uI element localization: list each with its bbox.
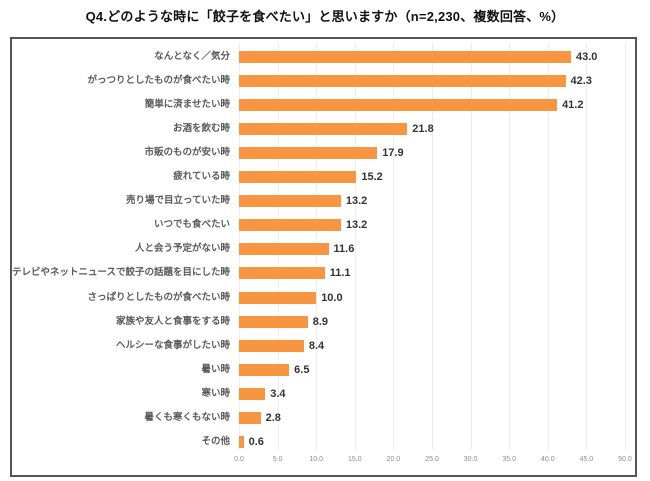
bar — [239, 195, 341, 208]
value-label: 2.8 — [265, 412, 281, 424]
value-label: 21.8 — [412, 122, 434, 135]
bar — [239, 436, 244, 449]
bar — [239, 363, 290, 376]
axis-tick-label: 0.0 — [234, 456, 244, 463]
axis-tick-label: 5.0 — [272, 456, 283, 463]
value-label: 17.9 — [382, 146, 404, 159]
bar — [239, 243, 329, 256]
category-label: 暑くも寒くもない時 — [144, 412, 230, 423]
category-label: がっつりとしたものが食べたい時 — [87, 74, 230, 86]
category-label: 暑い時 — [201, 363, 230, 375]
gridline — [393, 43, 395, 450]
category-label: お酒を飲む時 — [172, 122, 230, 134]
bar — [239, 146, 378, 159]
bar — [239, 315, 308, 328]
value-label: 3.4 — [270, 387, 286, 400]
axis-tick-label: 25.0 — [425, 456, 439, 463]
bar — [239, 267, 325, 280]
category-label: さっぱりとしたものが食べたい時 — [87, 291, 230, 303]
value-label: 13.2 — [345, 219, 368, 232]
value-label: 8.9 — [312, 315, 328, 328]
value-label: 42.3 — [570, 74, 592, 87]
bar — [239, 122, 408, 135]
bar — [239, 412, 261, 424]
category-label: 人と会う予定がない時 — [134, 243, 230, 255]
bar — [239, 171, 357, 183]
axis-tick-label: 15.0 — [347, 456, 362, 463]
value-label: 43.0 — [575, 50, 598, 63]
value-label: 10.0 — [321, 291, 343, 304]
axis-tick-label: 50.0 — [618, 456, 632, 463]
bar — [239, 387, 266, 400]
bar — [239, 50, 571, 63]
value-label: 8.4 — [308, 339, 325, 352]
category-label: 疲れている時 — [173, 171, 230, 182]
chart-title: Q4.どのような時に「餃子を食べたい」と思いますか（n=2,230、複数回答、%… — [85, 9, 565, 24]
value-label: 11.6 — [333, 243, 355, 256]
axis-tick-label: 20.0 — [386, 456, 401, 463]
gridline — [547, 43, 549, 450]
category-label: 寒い時 — [201, 387, 230, 399]
category-label: 市販のものが安い時 — [144, 146, 230, 158]
gridline — [586, 43, 588, 450]
bar — [239, 291, 317, 304]
gridline — [625, 43, 626, 450]
value-label: 11.1 — [329, 267, 351, 280]
category-label: 簡単に済ませたい時 — [144, 98, 230, 110]
gridline — [354, 43, 356, 450]
axis-tick-label: 10.0 — [309, 456, 323, 463]
gridline — [470, 43, 472, 450]
value-label: 0.6 — [248, 436, 264, 449]
value-label: 6.5 — [294, 363, 310, 376]
category-label: その他 — [201, 436, 230, 448]
axis-tick-label: 30.0 — [463, 456, 478, 463]
value-label: 15.2 — [361, 171, 383, 183]
chart-frame: 0.0 5.0 10.0 15.0 20.0 25.0 30.0 35.0 40.0 45.0 50… — [10, 37, 637, 477]
axis-tick-label: 40.0 — [540, 456, 555, 463]
category-label: 家族や友人と食事をする時 — [115, 315, 230, 327]
value-label: 41.2 — [562, 98, 584, 111]
bar — [239, 339, 304, 352]
category-label: テレビやネットニュースで餃子の話題を目にした時 — [12, 267, 231, 279]
value-label: 13.2 — [345, 195, 368, 208]
category-label: いつでも食べたい — [153, 219, 230, 231]
category-label: 売り場で目立っていた時 — [125, 195, 230, 207]
gridline — [432, 43, 433, 450]
axis-tick-label: 45.0 — [579, 456, 594, 463]
category-label: なんとなく／気分 — [154, 50, 230, 62]
plot-area: 0.0 5.0 10.0 15.0 20.0 25.0 30.0 35.0 40.0 45.0 50… — [12, 39, 635, 475]
gridline — [509, 43, 511, 450]
bar — [239, 219, 341, 232]
bar — [239, 74, 566, 87]
axis-tick-label: 35.0 — [502, 456, 516, 463]
category-label: ヘルシーな食事がしたい時 — [115, 339, 230, 351]
bar — [239, 98, 558, 111]
